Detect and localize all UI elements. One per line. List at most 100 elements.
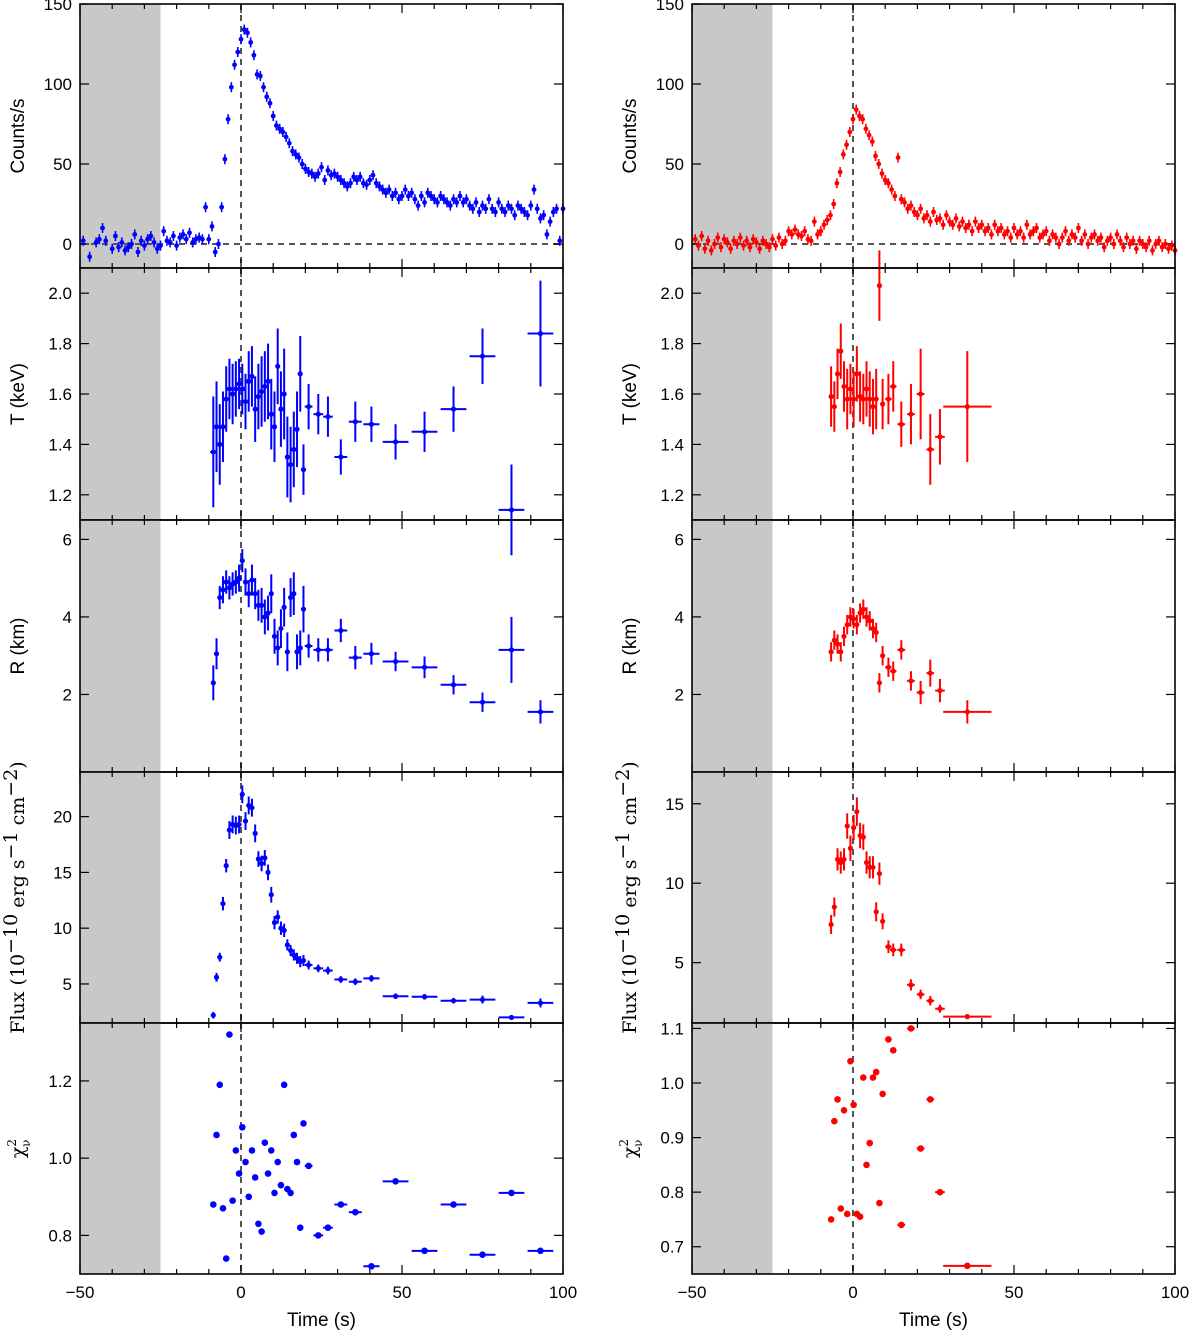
right-radius-ytick-label: 2: [675, 685, 684, 704]
right-chi2-point: [827, 1216, 835, 1223]
right-radius-point: [937, 687, 943, 694]
right-counts-point: [754, 240, 759, 245]
right-counts-point: [799, 233, 804, 239]
right-chi2-point: [831, 1117, 838, 1125]
left-chi2-point: [219, 1205, 227, 1212]
right-temp-point: [841, 383, 847, 390]
right-temp-shaded-region: [692, 268, 773, 520]
right-counts-point: [757, 246, 763, 252]
left-flux-point: [255, 856, 261, 862]
left-temp-point: [287, 461, 294, 468]
left-counts-point: [351, 174, 357, 180]
left-counts-point: [499, 206, 505, 212]
left-counts-point: [303, 166, 308, 172]
left-chi2-point: [352, 1208, 359, 1216]
left-flux-point: [236, 821, 242, 828]
right-xtick-label: 100: [1161, 1283, 1189, 1302]
left-flux-point: [325, 967, 331, 974]
left-chi2-panel: 0.8 1.0 1.2: [48, 1022, 564, 1275]
right-counts-point: [1166, 246, 1171, 252]
left-counts-point: [122, 248, 128, 253]
right-counts-point: [1127, 241, 1133, 247]
right-temp-point: [927, 446, 933, 453]
right-flux-point: [841, 856, 847, 862]
left-counts-point: [422, 200, 427, 205]
left-flux-point: [249, 805, 255, 811]
right-counts-point: [850, 116, 856, 122]
left-counts-series: [80, 24, 566, 262]
right-radius-point: [844, 622, 850, 628]
right-chi2-point: [856, 1213, 864, 1221]
left-temp-point: [210, 449, 216, 455]
right-counts-point: [985, 225, 991, 231]
right-counts-point: [1146, 238, 1152, 244]
right-counts-point: [779, 241, 785, 247]
left-counts-point: [142, 243, 147, 249]
right-counts-point: [976, 225, 981, 231]
left-counts-point: [428, 193, 434, 199]
left-temp-point: [300, 467, 307, 473]
left-counts-point: [396, 196, 402, 202]
left-counts-point: [228, 84, 234, 90]
left-temp-point: [479, 353, 486, 359]
left-radius-series: [210, 549, 554, 724]
right-counts-point: [744, 238, 750, 244]
left-flux-point: [450, 998, 457, 1004]
right-counts-point: [786, 228, 791, 234]
left-counts-point: [270, 113, 276, 119]
right-counts-point: [699, 233, 705, 239]
left-temp-point: [271, 424, 278, 430]
right-counts-point: [1043, 228, 1049, 234]
right-temp-point: [854, 371, 860, 377]
left-counts-point: [364, 182, 369, 188]
right-counts-point: [1117, 238, 1123, 244]
left-radius-point: [368, 651, 375, 657]
left-counts-point: [518, 206, 524, 212]
left-chi2-ylabel-sub: ν: [19, 1140, 33, 1147]
right-flux-point: [860, 834, 866, 840]
right-counts-ytick-label: 100: [656, 75, 684, 94]
left-temp-point: [281, 391, 287, 397]
right-counts-point: [1056, 241, 1062, 247]
left-radius-point: [265, 610, 271, 616]
left-flux-ylabel-ylabel_exp: −10: [0, 914, 22, 954]
right-counts-point: [902, 200, 907, 205]
left-counts-point: [209, 224, 215, 229]
right-counts-point: [1108, 235, 1113, 241]
right-counts-ylabel: Counts/s: [620, 99, 641, 174]
left-radius-point: [297, 645, 303, 651]
left-chi2-point: [267, 1147, 275, 1154]
left-chi2-point: [229, 1197, 236, 1204]
left-counts-point: [348, 180, 353, 186]
right-chi2-point: [907, 1025, 915, 1032]
right-chi2-frame: [691, 1022, 1176, 1275]
left-chi2-point: [261, 1139, 269, 1147]
right-counts-point: [982, 228, 988, 234]
right-flux-ylabel-ylabel_exp2: −1: [612, 831, 634, 859]
left-temp-point: [223, 396, 229, 402]
right-chi2-point: [898, 1221, 905, 1229]
left-flux-point: [223, 863, 229, 869]
right-flux-point: [880, 918, 886, 924]
right-counts-point: [947, 219, 952, 225]
left-flux-point: [368, 975, 375, 981]
left-flux-ytick-label: 10: [53, 919, 72, 938]
right-temp-point: [898, 421, 904, 427]
right-counts-point: [773, 243, 779, 249]
right-chi2-point: [917, 1145, 924, 1152]
right-counts-point: [911, 209, 917, 215]
left-chi2-point: [235, 1170, 243, 1177]
left-temp-series: [210, 280, 554, 556]
right-counts-point: [1162, 241, 1168, 247]
right-radius-ytick-label: 6: [675, 530, 684, 549]
right-counts-point: [750, 236, 756, 242]
left-flux-point: [306, 962, 312, 968]
left-counts-point: [245, 30, 250, 36]
left-counts-point: [512, 212, 518, 218]
left-counts-point: [219, 204, 225, 210]
left-counts-point: [283, 134, 289, 140]
left-chi2-point: [305, 1162, 312, 1170]
left-radius-point: [508, 647, 515, 653]
left-temp-point: [278, 406, 284, 412]
left-counts-point: [248, 40, 254, 45]
